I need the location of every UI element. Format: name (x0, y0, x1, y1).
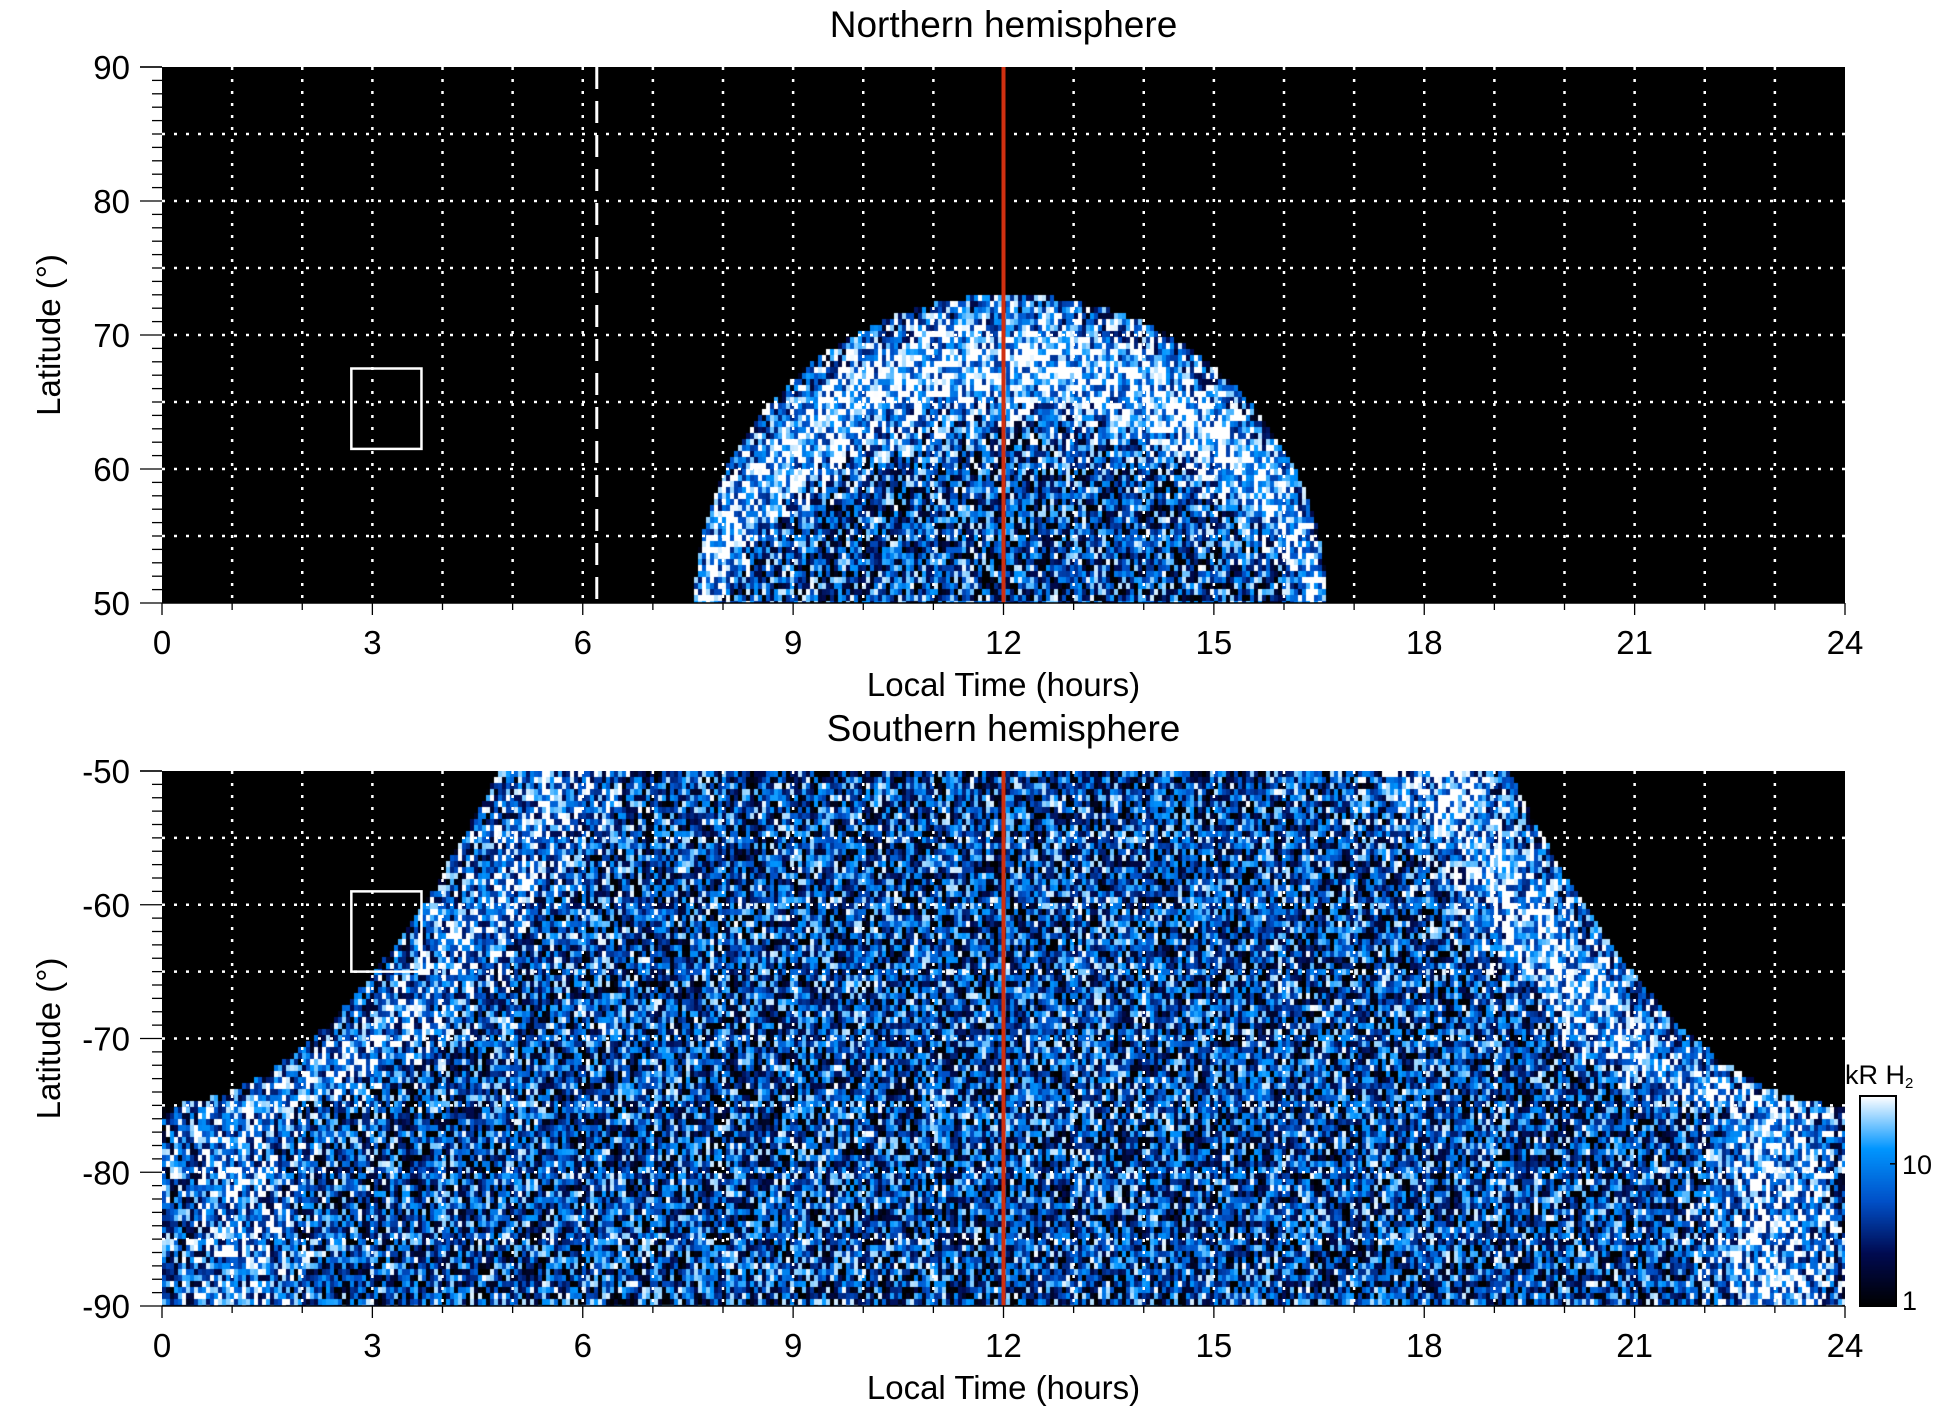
y-tick-label: -90 (82, 1288, 130, 1325)
x-tick-label: 3 (363, 1327, 381, 1364)
x-tick-label: 15 (1196, 624, 1233, 661)
colorbar-label: kR H2 (1845, 1060, 1913, 1092)
x-tick-label: 21 (1616, 1327, 1653, 1364)
y-tick-label: 60 (93, 451, 130, 488)
y-tick-label: 50 (93, 585, 130, 622)
x-tick-label: 18 (1406, 1327, 1443, 1364)
colorbar-tick-label: 10 (1902, 1150, 1932, 1180)
y-tick-label: -80 (82, 1154, 130, 1191)
x-tick-label: 24 (1827, 1327, 1864, 1364)
y-tick-label: 80 (93, 183, 130, 220)
chart-title: Southern hemisphere (827, 708, 1181, 749)
x-tick-label: 3 (363, 624, 381, 661)
x-tick-label: 6 (574, 1327, 592, 1364)
y-tick-label: -60 (82, 887, 130, 924)
colorbar-gradient (1860, 1096, 1896, 1306)
x-tick-label: 12 (985, 1327, 1022, 1364)
x-tick-label: 9 (784, 1327, 802, 1364)
colorbar-frame (1859, 1095, 1897, 1307)
x-tick-label: 21 (1616, 624, 1653, 661)
x-tick-label: 6 (574, 624, 592, 661)
x-tick-label: 24 (1827, 624, 1864, 661)
region-box (350, 890, 423, 973)
x-tick-label: 15 (1196, 1327, 1233, 1364)
x-tick-label: 9 (784, 624, 802, 661)
y-tick-label: 90 (93, 49, 130, 86)
y-tick-label: -50 (82, 753, 130, 790)
x-axis-label: Local Time (hours) (867, 666, 1140, 703)
chart-title: Northern hemisphere (830, 4, 1178, 45)
x-tick-label: 0 (153, 624, 171, 661)
x-tick-label: 18 (1406, 624, 1443, 661)
x-tick-label: 12 (985, 624, 1022, 661)
colorbar-label-subscript: 2 (1905, 1075, 1913, 1092)
y-tick-label: 70 (93, 317, 130, 354)
y-tick-label: -70 (82, 1021, 130, 1058)
y-axis-label: Latitude (°) (30, 254, 67, 416)
x-axis-label: Local Time (hours) (867, 1369, 1140, 1406)
y-axis-label: Latitude (°) (30, 958, 67, 1120)
x-tick-label: 0 (153, 1327, 171, 1364)
region-box (350, 367, 423, 451)
colorbar-tick-label: 1 (1902, 1286, 1917, 1316)
